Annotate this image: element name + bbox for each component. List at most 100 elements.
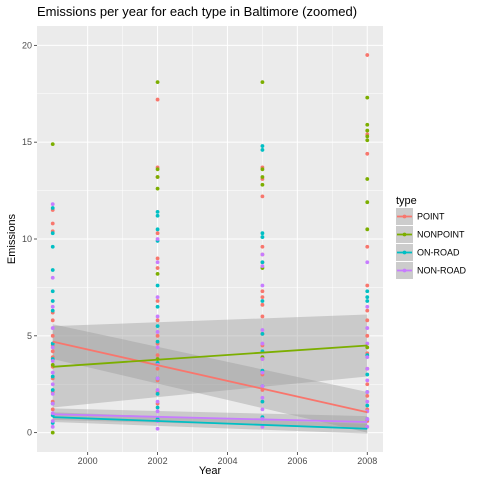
data-point-point bbox=[260, 244, 265, 249]
data-point-on-road bbox=[50, 289, 55, 294]
data-point-nonpoint bbox=[50, 362, 55, 367]
y-axis-ticks: 0 5 10 15 20 bbox=[22, 40, 37, 438]
data-point-point bbox=[155, 266, 160, 270]
data-point-nonpoint bbox=[365, 227, 370, 232]
confidence-band-point bbox=[52, 324, 368, 433]
data-point-point bbox=[365, 333, 370, 338]
data-point-point bbox=[50, 407, 55, 412]
data-point-on-road bbox=[50, 374, 55, 379]
data-point-nonpoint bbox=[260, 175, 265, 179]
trend-line-on-road bbox=[52, 416, 368, 430]
y-tick-label: 20 bbox=[22, 40, 32, 50]
data-point-non-road bbox=[50, 419, 55, 423]
data-point-non-road bbox=[50, 345, 55, 350]
data-point-point bbox=[365, 283, 370, 288]
data-point-nonpoint bbox=[365, 95, 370, 100]
trend-line-nonpoint bbox=[52, 344, 368, 368]
data-point-on-road bbox=[260, 399, 265, 404]
data-point-nonpoint bbox=[260, 182, 265, 187]
data-point-nonpoint bbox=[155, 186, 160, 191]
data-point-non-road bbox=[155, 399, 160, 404]
data-point-point bbox=[155, 256, 160, 261]
data-point-point bbox=[260, 295, 265, 299]
y-tick-label: 10 bbox=[22, 234, 32, 244]
data-point-point bbox=[155, 97, 160, 102]
data-point-non-road bbox=[50, 359, 55, 363]
data-point-non-road bbox=[155, 314, 160, 319]
data-point-non-road bbox=[260, 328, 265, 332]
x-axis-title: Year bbox=[199, 465, 222, 477]
data-point-nonpoint bbox=[365, 345, 370, 350]
legend-item-non-road: NON-ROAD bbox=[396, 262, 466, 279]
data-point-non-road bbox=[365, 390, 370, 394]
data-point-non-road bbox=[260, 384, 265, 389]
data-point-non-road bbox=[155, 409, 160, 414]
data-point-on-road bbox=[50, 299, 55, 303]
data-point-on-road bbox=[260, 144, 265, 148]
x-tick-label: 2002 bbox=[148, 456, 168, 466]
data-point-on-road bbox=[260, 260, 265, 265]
legend-item-on-road: ON-ROAD bbox=[396, 244, 460, 261]
x-tick-label: 2000 bbox=[78, 456, 98, 466]
data-point-non-road bbox=[155, 388, 160, 392]
legend-item-point: POINT bbox=[396, 208, 445, 225]
chart-title: Emissions per year for each type in Balt… bbox=[37, 4, 357, 19]
y-tick-label: 5 bbox=[27, 331, 32, 341]
data-point-non-road bbox=[50, 326, 55, 330]
data-point-point bbox=[155, 353, 160, 358]
data-point-on-road bbox=[155, 392, 160, 396]
trend-line-non-road bbox=[52, 413, 368, 423]
trend-line-point bbox=[52, 340, 368, 414]
data-point-nonpoint bbox=[365, 200, 370, 205]
data-point-on-road bbox=[155, 304, 160, 309]
data-point-point bbox=[365, 244, 370, 249]
legend-label: POINT bbox=[417, 212, 445, 222]
data-point-point bbox=[365, 151, 370, 156]
data-point-non-road bbox=[260, 370, 265, 375]
legend-key-point bbox=[402, 250, 407, 255]
data-point-point bbox=[50, 333, 55, 338]
data-point-non-road bbox=[155, 237, 160, 241]
data-point-on-road bbox=[365, 403, 370, 408]
data-point-on-road bbox=[50, 388, 55, 392]
data-point-nonpoint bbox=[365, 134, 370, 139]
data-point-point bbox=[260, 302, 265, 307]
y-tick-label: 15 bbox=[22, 137, 32, 147]
data-point-non-road bbox=[50, 202, 55, 207]
data-point-nonpoint bbox=[50, 430, 55, 435]
data-point-point bbox=[365, 382, 370, 387]
data-point-on-road bbox=[155, 405, 160, 410]
data-point-on-road bbox=[260, 231, 265, 236]
data-point-on-road bbox=[365, 289, 370, 294]
data-point-non-road bbox=[155, 330, 160, 334]
legend-key-point bbox=[402, 214, 407, 219]
data-points bbox=[50, 53, 370, 435]
data-point-on-road bbox=[50, 268, 55, 272]
confidence-band-nonpoint bbox=[52, 314, 368, 408]
data-point-non-road bbox=[50, 275, 55, 280]
data-point-non-road bbox=[365, 417, 370, 421]
data-point-non-road bbox=[365, 341, 370, 346]
data-point-point bbox=[155, 318, 160, 323]
x-tick-label: 2006 bbox=[287, 456, 307, 466]
data-point-non-road bbox=[260, 407, 265, 412]
data-point-on-road bbox=[155, 213, 160, 218]
data-point-point bbox=[260, 194, 265, 199]
data-point-non-road bbox=[365, 355, 370, 360]
data-point-non-road bbox=[260, 341, 265, 346]
data-point-point bbox=[155, 366, 160, 371]
data-point-non-road bbox=[365, 260, 370, 265]
trend-lines bbox=[52, 340, 368, 430]
y-axis-title: Emissions bbox=[6, 213, 18, 264]
legend-label: NON-ROAD bbox=[417, 266, 466, 276]
data-point-non-road bbox=[260, 357, 265, 361]
data-point-point bbox=[50, 221, 55, 226]
legend-title: type bbox=[396, 195, 417, 207]
data-point-on-road bbox=[155, 339, 160, 344]
data-point-non-road bbox=[365, 366, 370, 371]
data-point-nonpoint bbox=[50, 142, 55, 147]
data-point-non-road bbox=[155, 345, 160, 350]
data-point-point bbox=[260, 289, 265, 294]
data-point-nonpoint bbox=[155, 80, 160, 85]
